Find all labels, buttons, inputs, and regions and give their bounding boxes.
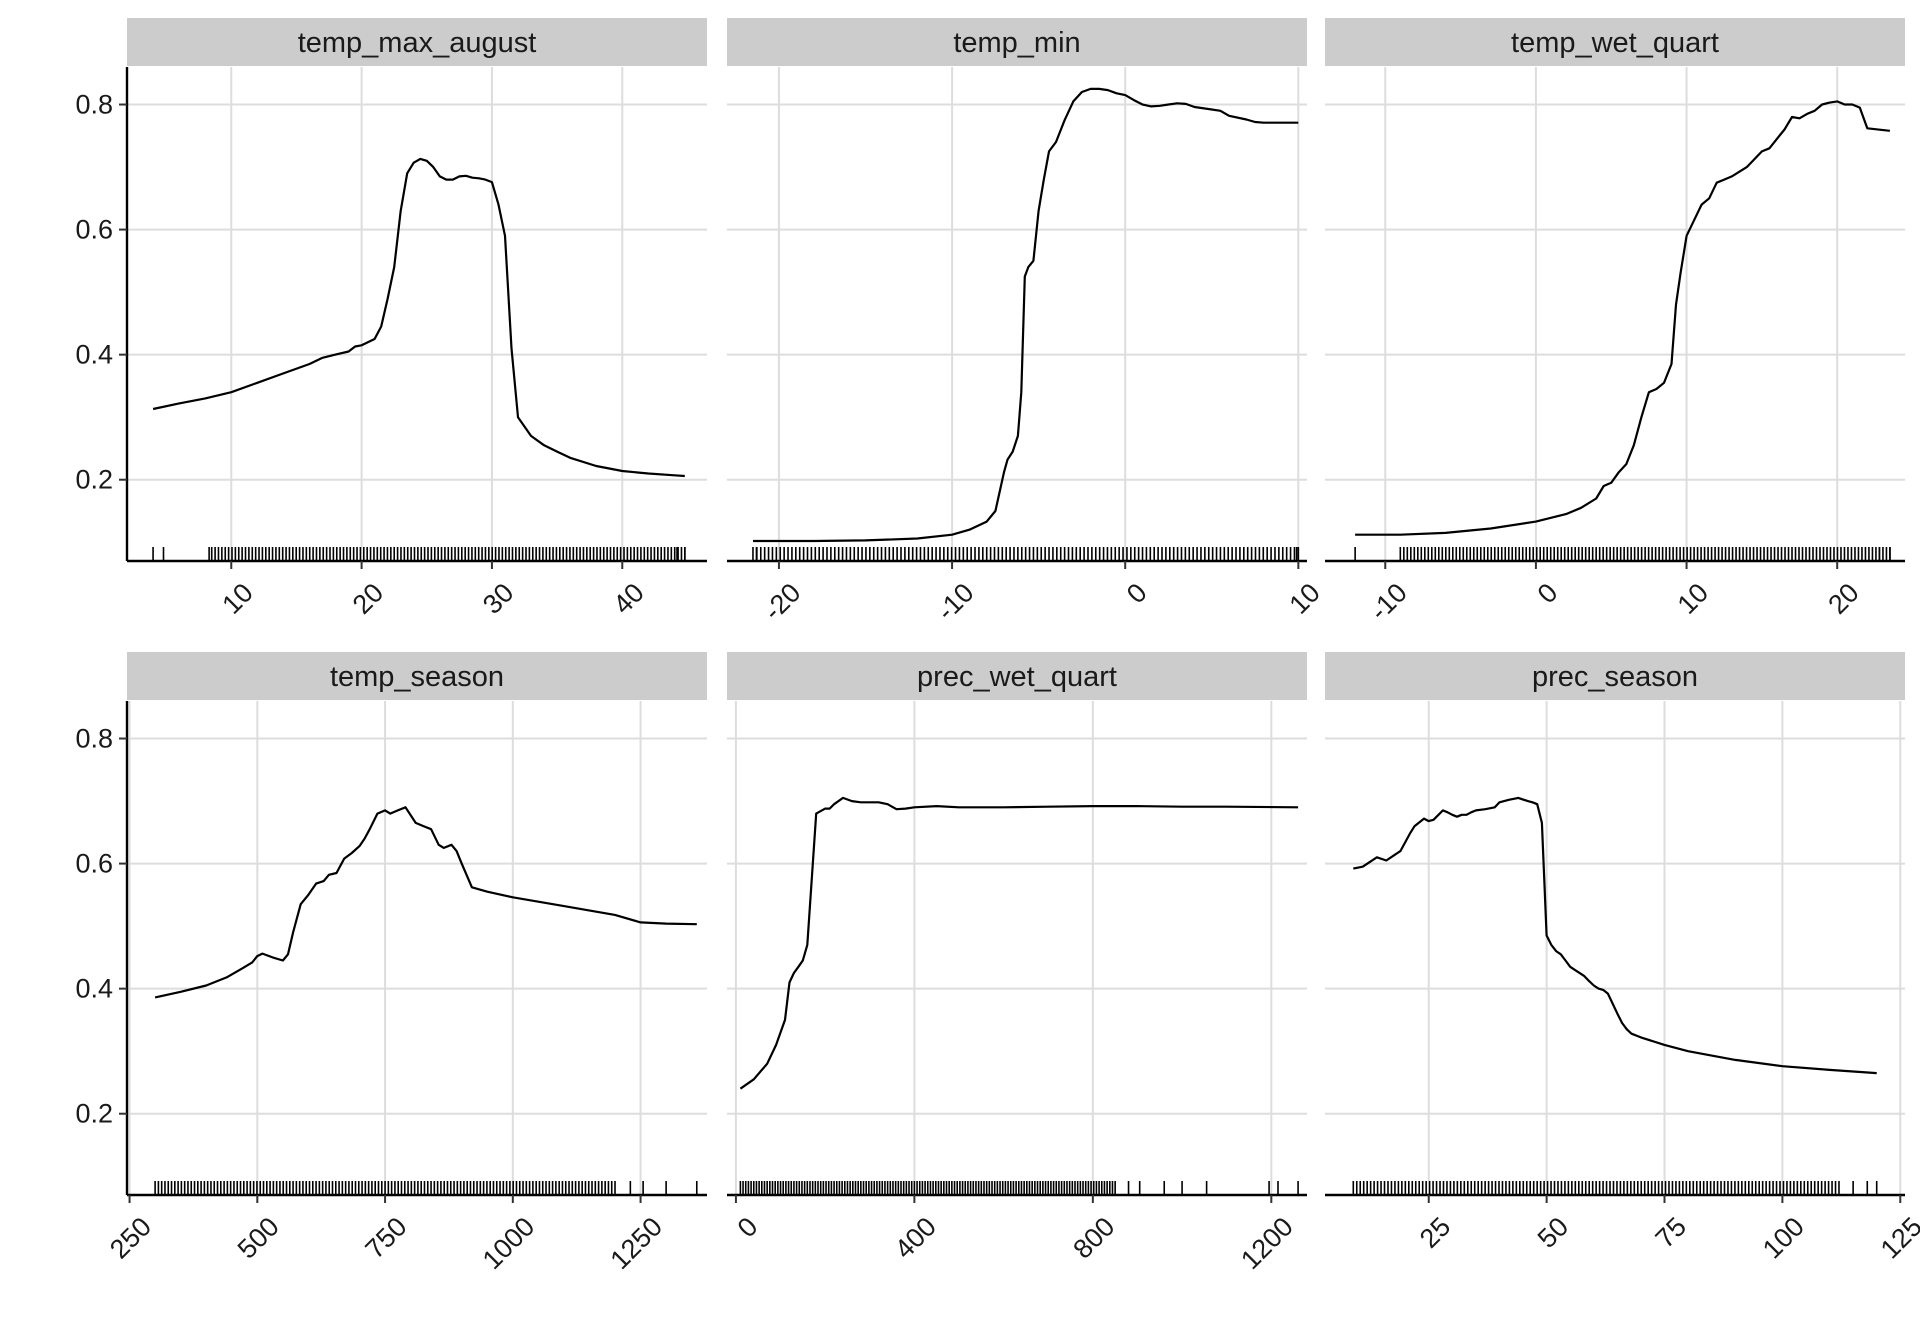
x-tick-label: 500 [232,1211,285,1264]
x-tick-label: 1200 [1235,1211,1299,1275]
y-tick-label: 0.6 [75,215,113,245]
facet-label: temp_max_august [298,27,537,59]
x-tick-label: 10 [1672,577,1714,619]
x-tick-label: 50 [1532,1211,1574,1253]
panel-temp-min: temp_min -20 -10 0 10 [727,18,1326,626]
panel-prec-wet-quart: prec_wet_quart 0 400 800 1200 [727,652,1307,1275]
panel-temp-season: temp_season 0.2 0.4 0.6 0.8 250 500 750 1000 1250 [75,652,707,1275]
x-tick-label: 20 [347,577,389,619]
x-tick-label: 10 [216,577,258,619]
facet-strip [1325,18,1905,66]
facet-label: prec_wet_quart [917,661,1117,693]
y-tick-label: 0.4 [75,340,113,370]
y-tick-label: 0.2 [75,465,113,495]
x-tick-label: 25 [1414,1211,1456,1253]
x-tick-label: 0 [1532,577,1564,609]
panel-prec-season: prec_season 25 50 75 100 125 [1325,652,1920,1264]
rug-marks [1352,1181,1878,1195]
x-tick-label: 125 [1875,1211,1920,1264]
facet-label: temp_min [953,27,1080,59]
series-line [1353,796,1877,1075]
x-tick-label: 1000 [477,1211,541,1275]
rug-marks [1354,547,1891,561]
x-tick-label: -10 [931,577,980,626]
series-line [753,87,1299,543]
x-tick-label: 800 [1067,1211,1120,1264]
facet-label: temp_wet_quart [1511,27,1719,59]
facet-strip [727,652,1307,700]
series-line [1355,100,1891,536]
rug-marks [752,547,1300,561]
facet-label: temp_season [330,661,504,693]
x-tick-label: 1250 [604,1211,668,1275]
rug-marks [739,1181,1299,1195]
facet-label: prec_season [1532,661,1698,693]
facet-strip [1325,652,1905,700]
facet-strip [127,18,707,66]
x-tick-label: 10 [1283,577,1325,619]
facet-strip [727,18,1307,66]
x-tick-label: 30 [477,577,519,619]
rug-marks [154,1181,698,1195]
x-tick-label: 0 [1121,577,1153,609]
x-tick-label: 400 [889,1211,942,1264]
x-tick-label: 20 [1822,577,1864,619]
x-tick-label: 100 [1757,1211,1810,1264]
facet-strip [127,652,707,700]
x-tick-label: -10 [1364,577,1413,626]
x-tick-label: -20 [758,577,807,626]
panel-temp-wet-quart: temp_wet_quart -10 0 10 20 [1325,18,1905,626]
x-tick-label: 250 [104,1211,157,1264]
panel-temp-max-august: temp_max_august 0.2 0.4 0.6 0.8 10 20 30 40 [75,18,707,620]
series-line [152,157,685,478]
y-tick-label: 0.8 [75,724,113,754]
y-tick-label: 0.6 [75,849,113,879]
x-tick-label: 40 [607,577,649,619]
rug-marks [152,547,686,561]
series-line [154,806,697,999]
y-tick-label: 0.8 [75,90,113,120]
series-line [739,796,1299,1090]
x-tick-label: 750 [360,1211,413,1264]
y-tick-label: 0.4 [75,974,113,1004]
x-tick-label: 0 [732,1211,764,1243]
x-tick-label: 75 [1650,1211,1692,1253]
y-tick-label: 0.2 [75,1099,113,1129]
